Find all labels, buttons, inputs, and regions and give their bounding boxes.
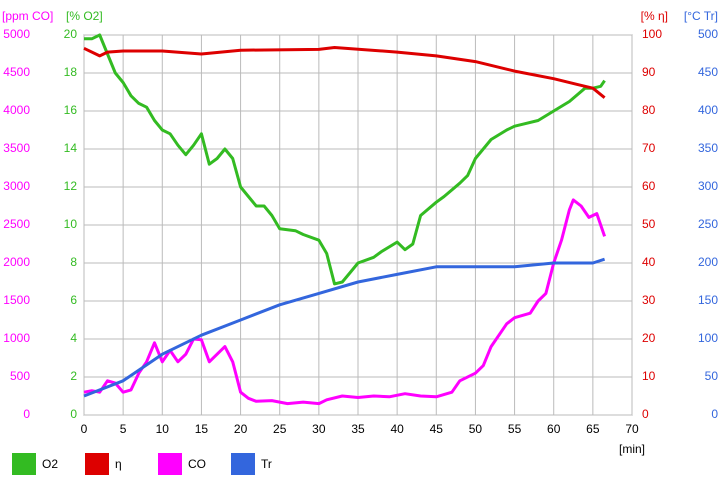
y3-axis-label: [% η]	[641, 9, 668, 23]
y2-tick-label: 4	[70, 331, 77, 345]
x-tick-label: 70	[625, 422, 639, 436]
x-tick-label: 60	[547, 422, 561, 436]
y3-tick-label: 100	[642, 27, 662, 41]
y2-tick-label: 6	[70, 293, 77, 307]
x-axis-label: [min]	[619, 442, 645, 456]
y-tick-label: 3000	[3, 179, 30, 193]
series-line	[84, 33, 606, 286]
y3-tick-label: 80	[642, 103, 656, 117]
y2-tick-label: 12	[64, 179, 78, 193]
y-tick-label: 2000	[3, 255, 30, 269]
y-tick-label: 1500	[3, 293, 30, 307]
y-tick-label: 4500	[3, 65, 30, 79]
y4-tick-label: 500	[698, 27, 718, 41]
x-tick-label: 15	[195, 422, 209, 436]
x-tick-label: 50	[469, 422, 483, 436]
legend-label: O2	[42, 457, 58, 471]
legend-swatch	[12, 453, 36, 475]
y4-tick-label: 100	[698, 331, 718, 345]
y-tick-label: 2500	[3, 217, 30, 231]
x-tick-label: 40	[390, 422, 404, 436]
x-tick-label: 35	[351, 422, 365, 436]
x-tick-label: 5	[120, 422, 127, 436]
legend-label: CO	[188, 457, 206, 471]
y3-tick-label: 60	[642, 179, 656, 193]
y2-tick-label: 8	[70, 255, 77, 269]
y3-tick-label: 90	[642, 65, 656, 79]
x-tick-label: 10	[156, 422, 170, 436]
series-line	[83, 46, 606, 99]
y4-tick-label: 150	[698, 293, 718, 307]
legend-swatch	[231, 453, 255, 475]
y2-tick-label: 16	[64, 103, 78, 117]
y-tick-label: 5000	[3, 27, 30, 41]
y3-tick-label: 40	[642, 255, 656, 269]
x-tick-label: 0	[81, 422, 88, 436]
x-tick-label: 55	[508, 422, 522, 436]
legend-swatch	[158, 453, 182, 475]
y-tick-label: 3500	[3, 141, 30, 155]
y4-axis-label: [°C Tr]	[684, 9, 718, 23]
y-axis-label: [ppm CO]	[2, 9, 53, 23]
y4-tick-label: 200	[698, 255, 718, 269]
x-tick-label: 45	[430, 422, 444, 436]
y4-tick-label: 0	[711, 407, 718, 421]
y3-tick-label: 70	[642, 141, 656, 155]
y2-axis-label: [% O2]	[66, 9, 103, 23]
y4-tick-label: 250	[698, 217, 718, 231]
y2-tick-label: 14	[64, 141, 78, 155]
x-tick-label: 20	[234, 422, 248, 436]
x-tick-label: 65	[586, 422, 600, 436]
y4-tick-label: 400	[698, 103, 718, 117]
y-tick-label: 500	[10, 369, 30, 383]
y-tick-label: 4000	[3, 103, 30, 117]
y3-tick-label: 30	[642, 293, 656, 307]
legend-label: η	[115, 457, 122, 471]
y4-tick-label: 50	[705, 369, 719, 383]
y3-tick-label: 10	[642, 369, 656, 383]
y3-tick-label: 0	[642, 407, 649, 421]
series-line	[83, 257, 606, 398]
y3-tick-label: 50	[642, 217, 656, 231]
y2-tick-label: 18	[64, 65, 78, 79]
y2-tick-label: 20	[64, 27, 78, 41]
y-tick-label: 1000	[3, 331, 30, 345]
series-line	[83, 198, 607, 406]
y-tick-label: 0	[23, 407, 30, 421]
y4-tick-label: 350	[698, 141, 718, 155]
y2-tick-label: 10	[64, 217, 78, 231]
y2-tick-label: 2	[70, 369, 77, 383]
legend-label: Tr	[261, 457, 272, 471]
x-tick-label: 25	[273, 422, 287, 436]
y4-tick-label: 450	[698, 65, 718, 79]
y3-tick-label: 20	[642, 331, 656, 345]
legend-swatch	[85, 453, 109, 475]
y2-tick-label: 0	[70, 407, 77, 421]
y4-tick-label: 300	[698, 179, 718, 193]
x-tick-label: 30	[312, 422, 326, 436]
